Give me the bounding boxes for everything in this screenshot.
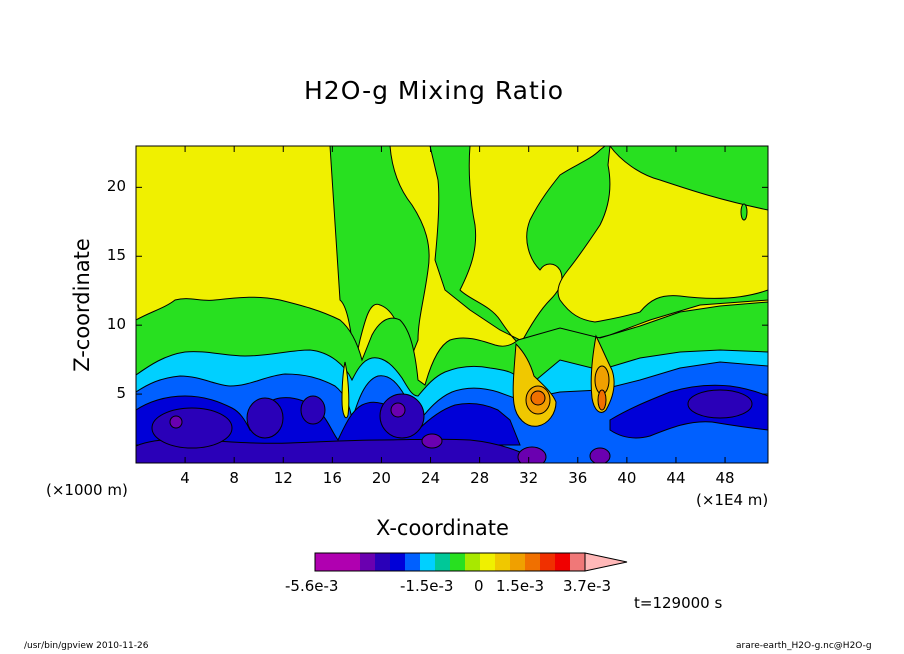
colorbar-segment bbox=[450, 553, 466, 571]
purple-cell-5 bbox=[589, 447, 611, 463]
colorbar-segment bbox=[345, 553, 361, 571]
ytick-label: 20 bbox=[106, 177, 126, 196]
xtick-label: 8 bbox=[229, 469, 239, 487]
footer-left: /usr/bin/gpview 2010-11-26 bbox=[24, 641, 149, 651]
y-unit-label: (×1000 m) bbox=[46, 481, 128, 499]
colorbar-label: -1.5e-3 bbox=[400, 577, 454, 595]
time-label: t=129000 s bbox=[634, 594, 723, 612]
deepblue-cell-3 bbox=[300, 395, 326, 425]
colorbar-label: 3.7e-3 bbox=[563, 577, 612, 595]
xtick-label: 4 bbox=[180, 469, 190, 487]
ytick-label: 10 bbox=[106, 315, 126, 334]
xtick-label: 44 bbox=[666, 469, 686, 487]
yellow-tongue-1 bbox=[341, 361, 350, 419]
colorbar-label: 1.5e-3 bbox=[496, 577, 545, 595]
colorbar-segment bbox=[330, 553, 346, 571]
colorbar-arrow bbox=[584, 552, 628, 572]
colorbar-segment bbox=[540, 553, 556, 571]
ytick-label: 5 bbox=[116, 384, 126, 403]
colorbar-segment bbox=[315, 553, 331, 571]
colorbar-label: 0 bbox=[474, 577, 484, 595]
deepblue-cell-1 bbox=[151, 407, 233, 449]
green-island bbox=[740, 203, 748, 221]
colorbar-segment bbox=[525, 553, 541, 571]
colorbar-segment bbox=[510, 553, 526, 571]
purple-cell-3 bbox=[421, 433, 443, 449]
colorbar-segment bbox=[390, 553, 406, 571]
xtick-label: 12 bbox=[273, 469, 293, 487]
colorbar-segment bbox=[465, 553, 481, 571]
blue-band bbox=[136, 395, 521, 446]
colorbar-segment bbox=[420, 553, 436, 571]
colorbar-segment bbox=[375, 553, 391, 571]
core-2-center bbox=[597, 389, 607, 411]
xtick-label: 36 bbox=[568, 469, 588, 487]
deepblue-cell-5 bbox=[687, 389, 753, 419]
xtick-label: 48 bbox=[715, 469, 735, 487]
plot-frame bbox=[135, 145, 769, 464]
purple-cell-2 bbox=[390, 402, 406, 418]
xtick-label: 28 bbox=[470, 469, 490, 487]
x-unit-label: (×1E4 m) bbox=[696, 491, 769, 509]
y-axis-label: Z-coordinate bbox=[70, 238, 94, 372]
colorbar-segment bbox=[360, 553, 376, 571]
tick-marks bbox=[136, 146, 768, 463]
colorbar-label: -5.6e-3 bbox=[285, 577, 339, 595]
xtick-label: 24 bbox=[420, 469, 441, 487]
chart-title: H2O-g Mixing Ratio bbox=[304, 76, 565, 105]
colorbar-segment bbox=[480, 553, 496, 571]
colorbar-segment bbox=[405, 553, 421, 571]
xtick-label: 20 bbox=[371, 469, 391, 487]
xtick-label: 40 bbox=[617, 469, 637, 487]
colorbar-segment bbox=[570, 553, 586, 571]
core-1-center bbox=[530, 390, 546, 406]
deepblue-cell-2 bbox=[246, 397, 284, 439]
footer-right: arare-earth_H2O-g.nc@H2O-g bbox=[736, 641, 872, 651]
xtick-label: 16 bbox=[322, 469, 342, 487]
ytick-label: 15 bbox=[106, 246, 126, 265]
colorbar-segment bbox=[435, 553, 451, 571]
colorbar bbox=[314, 552, 628, 572]
xtick-label: 32 bbox=[519, 469, 539, 487]
x-axis-label: X-coordinate bbox=[376, 516, 509, 540]
purple-cell-4 bbox=[517, 446, 547, 463]
colorbar-segment bbox=[495, 553, 511, 571]
contour-field bbox=[136, 146, 768, 463]
colorbar-frame bbox=[314, 552, 586, 572]
purple-cell-1 bbox=[169, 415, 183, 429]
colorbar-segment bbox=[555, 553, 571, 571]
yellow-pocket bbox=[557, 146, 768, 323]
